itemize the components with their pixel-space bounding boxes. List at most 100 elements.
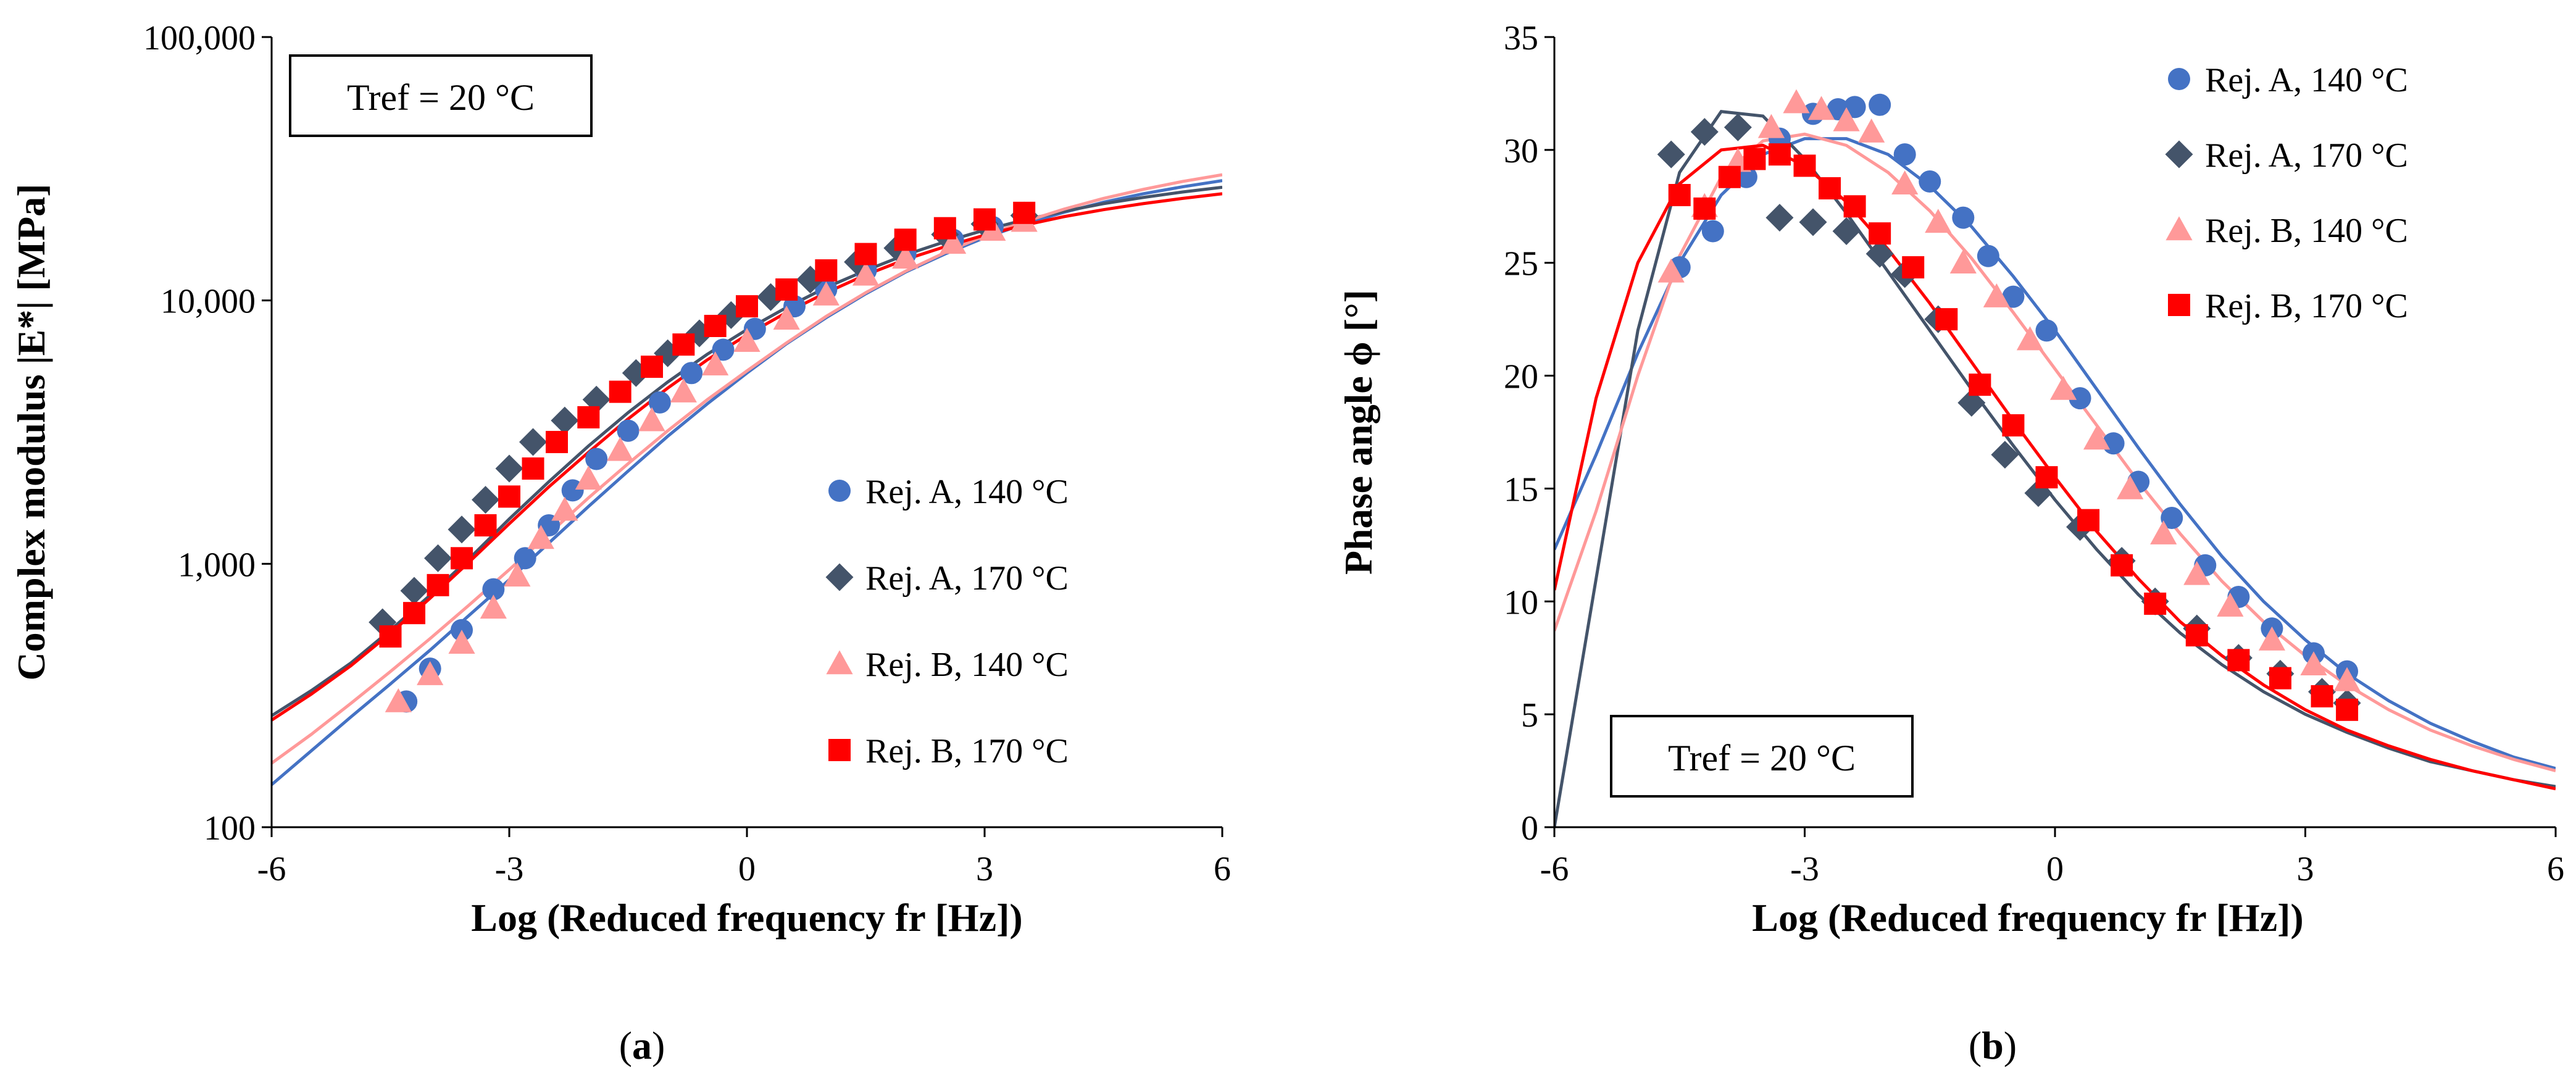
a-point-rej-b-170-c <box>379 625 402 648</box>
a-legend-label-rej-a-140-c: Rej. A, 140 °C <box>865 473 1069 511</box>
b-tref-annotation: Tref = 20 °C <box>1610 715 1914 798</box>
a-point-rej-a-170-c <box>448 515 476 544</box>
b-point-rej-b-170-c <box>1743 148 1766 170</box>
a-point-rej-b-140-c <box>504 562 531 587</box>
a-legend: Rej. A, 140 °C Rej. A, 170 °C Rej. B, 140 … <box>825 473 1069 770</box>
b-point-rej-b-140-c <box>1983 283 2010 307</box>
a-point-rej-b-170-c <box>451 547 473 570</box>
a-point-rej-a-170-c <box>400 577 428 605</box>
a-point-rej-b-140-c <box>385 688 412 712</box>
b-point-rej-a-170-c <box>1957 388 1986 417</box>
b-point-rej-b-140-c <box>1657 258 1685 283</box>
a-point-rej-b-140-c <box>551 496 578 521</box>
a-y-tick-label: 100 <box>204 809 256 848</box>
b-point-rej-b-140-c <box>1757 114 1785 138</box>
b-y-tick-label: 0 <box>1521 809 1538 848</box>
a-point-rej-b-170-c <box>815 259 838 282</box>
a-legend-label-rej-b-140-c: Rej. B, 140 °C <box>865 646 1069 684</box>
b-point-rej-a-140-c <box>2035 319 2058 342</box>
b-point-rej-b-170-c <box>2269 667 2291 690</box>
a-point-rej-b-170-c <box>775 278 798 301</box>
b-point-rej-a-140-c <box>1869 93 1891 116</box>
a-point-rej-b-140-c <box>773 306 800 330</box>
a-point-rej-b-170-c <box>498 485 520 508</box>
a-point-rej-b-140-c <box>638 407 665 432</box>
a-point-rej-a-170-c <box>551 406 579 435</box>
b-point-rej-a-140-c <box>1701 220 1724 243</box>
a-legend-marker-rej-b-170-c <box>828 739 851 761</box>
a-point-rej-b-170-c <box>546 431 568 454</box>
a-y-axis-title: Complex modulus |E*| [MPa] <box>9 183 53 680</box>
b-legend-label-rej-a-140-c: Rej. A, 140 °C <box>2205 61 2408 99</box>
b-point-rej-b-170-c <box>1869 222 1891 245</box>
a-point-rej-b-170-c <box>1013 201 1036 224</box>
b-point-rej-a-140-c <box>1952 206 1975 229</box>
b-point-rej-b-170-c <box>1793 154 1816 177</box>
a-panel-caption: (a) <box>619 1024 665 1067</box>
b-point-rej-b-170-c <box>2144 592 2167 615</box>
a-point-rej-b-140-c <box>527 525 554 549</box>
a-point-rej-b-140-c <box>940 230 967 254</box>
b-point-rej-b-170-c <box>1902 256 1925 279</box>
a-y-tick-label: 10,000 <box>160 283 256 321</box>
b-point-rej-b-140-c <box>2300 651 2327 675</box>
b-x-tick-label: 3 <box>2297 850 2314 888</box>
b-point-rej-b-140-c <box>1949 249 1977 273</box>
b-point-rej-a-170-c <box>1832 217 1861 246</box>
panel-b-phase-chart: -6 -3 0 3 6 0 5 10 15 20 25 30 35 Log (Reduced frequ… <box>1336 19 2564 1067</box>
a-y-tick-label: 100,000 <box>143 19 256 57</box>
b-point-rej-b-170-c <box>2227 649 2250 672</box>
b-x-tick-label: 0 <box>2046 850 2064 888</box>
a-point-rej-b-170-c <box>973 208 996 231</box>
a-point-rej-b-140-c <box>892 244 919 269</box>
a-point-rej-b-140-c <box>733 328 761 352</box>
b-point-rej-b-140-c <box>2258 626 2286 651</box>
a-point-rej-a-140-c <box>617 419 640 442</box>
b-y-tick-label: 20 <box>1504 358 1538 396</box>
a-x-tick-label: 6 <box>1214 850 1231 888</box>
b-legend-marker-rej-b-140-c <box>2165 216 2193 241</box>
b-point-rej-b-170-c <box>2311 685 2333 707</box>
b-point-rej-b-170-c <box>1768 143 1791 166</box>
a-point-rej-b-170-c <box>609 380 631 403</box>
b-point-rej-b-170-c <box>1935 308 1958 331</box>
a-point-rej-b-140-c <box>417 661 444 685</box>
b-point-rej-a-170-c <box>1657 140 1685 169</box>
a-fit-curve-rej-a-170-c <box>272 185 1222 717</box>
a-point-rej-b-140-c <box>702 351 729 376</box>
a-point-rej-a-140-c <box>680 362 703 385</box>
a-point-rej-b-170-c <box>704 315 727 338</box>
b-y-tick-label: 30 <box>1504 132 1538 170</box>
a-point-rej-b-170-c <box>474 514 497 536</box>
a-point-rej-a-140-c <box>585 448 608 470</box>
b-point-rej-b-170-c <box>1668 184 1691 206</box>
a-point-rej-b-170-c <box>641 356 663 378</box>
b-point-rej-a-170-c <box>1799 208 1827 236</box>
b-y-tick-label: 35 <box>1504 19 1538 57</box>
b-point-rej-a-140-c <box>2002 285 2025 308</box>
b-x-tick-label: -6 <box>1540 850 1569 888</box>
b-legend-marker-rej-a-140-c <box>2168 68 2190 90</box>
b-y-axis-title: Phase angle ϕ [°] <box>1336 290 1380 575</box>
a-point-rej-b-140-c <box>607 436 634 461</box>
a-point-rej-b-140-c <box>575 465 602 490</box>
b-point-rej-b-170-c <box>2035 466 2058 489</box>
b-point-rej-b-170-c <box>1843 195 1866 218</box>
b-point-rej-a-140-c <box>2161 506 2183 529</box>
b-point-rej-b-170-c <box>1693 197 1716 220</box>
b-point-rej-b-140-c <box>2117 475 2144 499</box>
b-point-rej-b-140-c <box>2083 425 2111 450</box>
a-x-tick-label: -6 <box>257 850 286 888</box>
a-point-rej-a-140-c <box>712 338 735 361</box>
b-point-rej-a-140-c <box>1893 143 1916 166</box>
a-point-rej-a-170-c <box>495 454 523 483</box>
b-x-tick-label: -3 <box>1790 850 1819 888</box>
b-point-rej-b-140-c <box>1925 209 1952 233</box>
a-x-tick-label: -3 <box>495 850 524 888</box>
a-point-rej-b-170-c <box>577 406 600 428</box>
a-point-rej-a-170-c <box>519 428 547 456</box>
b-legend: Rej. A, 140 °C Rej. A, 170 °C Rej. B, 140 … <box>2165 61 2408 325</box>
b-point-rej-a-140-c <box>2069 387 2091 410</box>
b-legend-label-rej-b-140-c: Rej. B, 140 °C <box>2205 212 2408 250</box>
a-point-rej-b-170-c <box>933 217 956 240</box>
